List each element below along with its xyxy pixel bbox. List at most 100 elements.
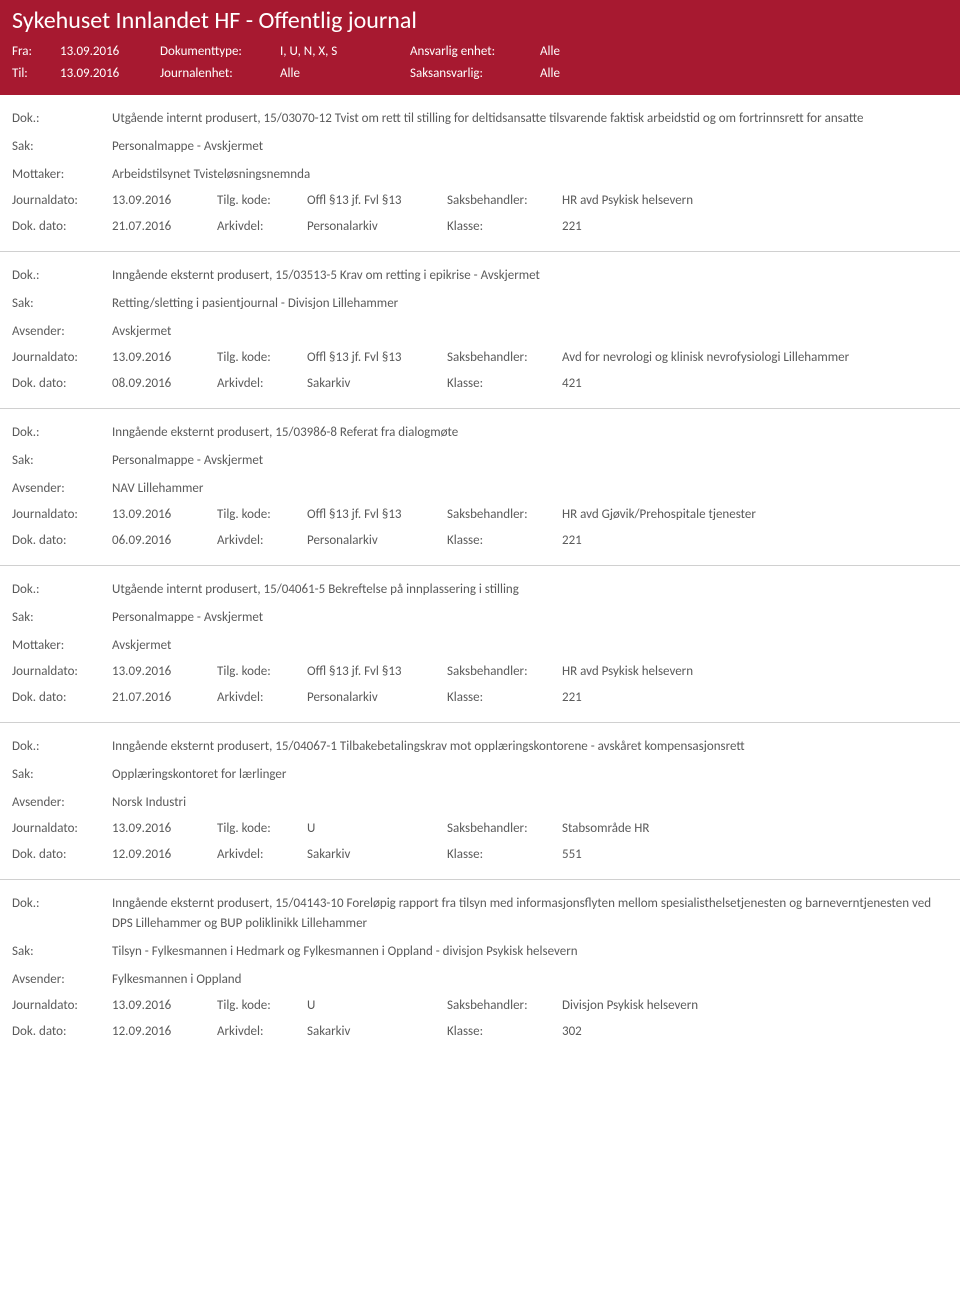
party-value: Arbeidstilsynet Tvisteløsningsnemnda	[112, 165, 948, 185]
tilgkode-label: Tilg. kode:	[217, 819, 307, 839]
dokdato-value: 08.09.2016	[112, 374, 217, 394]
saksbehandler-label: Saksbehandler:	[447, 819, 562, 839]
arkivdel-label: Arkivdel:	[217, 217, 307, 237]
party-label: Avsender:	[12, 322, 112, 342]
saksbehandler-value: Divisjon Psykisk helsevern	[562, 996, 948, 1016]
sak-label: Sak:	[12, 942, 112, 962]
klasse-label: Klasse:	[447, 374, 562, 394]
party-label: Avsender:	[12, 479, 112, 499]
dok-label: Dok.:	[12, 894, 112, 914]
journalenhet-value: Alle	[280, 63, 410, 85]
dok-value: Utgående internt produsert, 15/03070-12 …	[112, 109, 948, 129]
dok-label: Dok.:	[12, 580, 112, 600]
sak-value: Personalmappe - Avskjermet	[112, 608, 948, 628]
sak-label: Sak:	[12, 294, 112, 314]
page-title: Sykehuset Innlandet HF - Offentlig journ…	[12, 6, 948, 35]
journaldato-value: 13.09.2016	[112, 996, 217, 1016]
dok-value: Inngående eksternt produsert, 15/03986-8…	[112, 423, 948, 443]
sak-label: Sak:	[12, 137, 112, 157]
saksbehandler-value: HR avd Psykisk helsevern	[562, 662, 948, 682]
journal-entry: Dok.: Utgående internt produsert, 15/040…	[0, 566, 960, 723]
dokdato-value: 06.09.2016	[112, 531, 217, 551]
sak-label: Sak:	[12, 451, 112, 471]
tilgkode-label: Tilg. kode:	[217, 662, 307, 682]
dokdato-label: Dok. dato:	[12, 688, 112, 708]
klasse-label: Klasse:	[447, 1022, 562, 1042]
sak-value: Opplæringskontoret for lærlinger	[112, 765, 948, 785]
header-row-1: Fra: 13.09.2016 Dokumenttype: I, U, N, X…	[12, 41, 948, 63]
klasse-value: 221	[562, 531, 948, 551]
klasse-label: Klasse:	[447, 531, 562, 551]
ansvarlig-label: Ansvarlig enhet:	[410, 41, 540, 63]
arkivdel-value: Sakarkiv	[307, 374, 447, 394]
journaldato-value: 13.09.2016	[112, 348, 217, 368]
sak-value: Tilsyn - Fylkesmannen i Hedmark og Fylke…	[112, 942, 948, 962]
saksbehandler-label: Saksbehandler:	[447, 348, 562, 368]
tilgkode-value: Offl §13 jf. Fvl §13	[307, 348, 447, 368]
saksbehandler-label: Saksbehandler:	[447, 505, 562, 525]
arkivdel-value: Personalarkiv	[307, 531, 447, 551]
party-label: Mottaker:	[12, 636, 112, 656]
journaldato-value: 13.09.2016	[112, 819, 217, 839]
sak-value: Personalmappe - Avskjermet	[112, 451, 948, 471]
party-label: Mottaker:	[12, 165, 112, 185]
header-row-2: Til: 13.09.2016 Journalenhet: Alle Saksa…	[12, 63, 948, 85]
saksbehandler-label: Saksbehandler:	[447, 191, 562, 211]
tilgkode-value: Offl §13 jf. Fvl §13	[307, 191, 447, 211]
header: Sykehuset Innlandet HF - Offentlig journ…	[0, 0, 960, 95]
arkivdel-label: Arkivdel:	[217, 1022, 307, 1042]
sak-value: Retting/sletting i pasientjournal - Divi…	[112, 294, 948, 314]
arkivdel-label: Arkivdel:	[217, 688, 307, 708]
party-value: Norsk Industri	[112, 793, 948, 813]
saksansvarlig-value: Alle	[540, 63, 560, 85]
ansvarlig-value: Alle	[540, 41, 560, 63]
klasse-label: Klasse:	[447, 688, 562, 708]
dok-label: Dok.:	[12, 423, 112, 443]
party-value: Avskjermet	[112, 322, 948, 342]
arkivdel-value: Sakarkiv	[307, 1022, 447, 1042]
tilgkode-label: Tilg. kode:	[217, 348, 307, 368]
party-value: Avskjermet	[112, 636, 948, 656]
party-label: Avsender:	[12, 970, 112, 990]
party-value: NAV Lillehammer	[112, 479, 948, 499]
saksbehandler-value: Stabsområde HR	[562, 819, 948, 839]
dok-label: Dok.:	[12, 109, 112, 129]
dokdato-label: Dok. dato:	[12, 531, 112, 551]
klasse-value: 551	[562, 845, 948, 865]
journaldato-label: Journaldato:	[12, 662, 112, 682]
til-label: Til:	[12, 63, 60, 85]
journaldato-label: Journaldato:	[12, 191, 112, 211]
journaldato-label: Journaldato:	[12, 996, 112, 1016]
journal-entry: Dok.: Inngående eksternt produsert, 15/0…	[0, 880, 960, 1056]
til-value: 13.09.2016	[60, 63, 160, 85]
dokdato-label: Dok. dato:	[12, 1022, 112, 1042]
tilgkode-value: U	[307, 819, 447, 839]
sak-value: Personalmappe - Avskjermet	[112, 137, 948, 157]
party-label: Avsender:	[12, 793, 112, 813]
dokdato-value: 12.09.2016	[112, 1022, 217, 1042]
saksbehandler-label: Saksbehandler:	[447, 996, 562, 1016]
klasse-value: 421	[562, 374, 948, 394]
klasse-label: Klasse:	[447, 217, 562, 237]
saksbehandler-label: Saksbehandler:	[447, 662, 562, 682]
klasse-value: 302	[562, 1022, 948, 1042]
dok-value: Inngående eksternt produsert, 15/03513-5…	[112, 266, 948, 286]
journaldato-value: 13.09.2016	[112, 662, 217, 682]
journal-entry: Dok.: Inngående eksternt produsert, 15/0…	[0, 723, 960, 880]
tilgkode-value: Offl §13 jf. Fvl §13	[307, 505, 447, 525]
journaldato-label: Journaldato:	[12, 819, 112, 839]
tilgkode-label: Tilg. kode:	[217, 996, 307, 1016]
tilgkode-value: U	[307, 996, 447, 1016]
journaldato-value: 13.09.2016	[112, 505, 217, 525]
saksbehandler-value: HR avd Gjøvik/Prehospitale tjenester	[562, 505, 948, 525]
tilgkode-value: Offl §13 jf. Fvl §13	[307, 662, 447, 682]
dokdato-value: 21.07.2016	[112, 688, 217, 708]
dokdato-label: Dok. dato:	[12, 845, 112, 865]
arkivdel-value: Personalarkiv	[307, 688, 447, 708]
journal-entry: Dok.: Inngående eksternt produsert, 15/0…	[0, 409, 960, 566]
party-value: Fylkesmannen i Oppland	[112, 970, 948, 990]
dok-label: Dok.:	[12, 266, 112, 286]
journal-entry: Dok.: Inngående eksternt produsert, 15/0…	[0, 252, 960, 409]
fra-value: 13.09.2016	[60, 41, 160, 63]
saksansvarlig-label: Saksansvarlig:	[410, 63, 540, 85]
